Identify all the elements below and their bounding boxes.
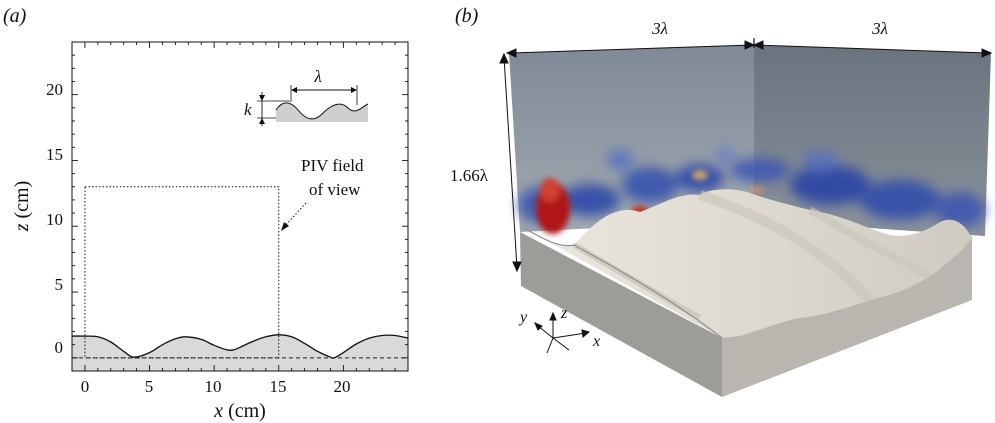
inset-profile [275,102,369,120]
ytick-label: 5 [55,275,64,294]
panel-b-label: (b) [455,5,479,27]
block-left-face [520,232,722,397]
coordinate-triad [534,311,591,354]
triad-x-label: x [592,333,600,350]
height-label: 1.66λ [450,166,489,185]
roughness-profile [72,334,408,359]
inset-k-label: k [244,100,252,119]
piv-annotation-line2: of view [309,180,361,199]
xtick-label: 10 [205,377,222,396]
inset-lambda-label: λ [313,67,321,86]
panel-b: (b) [450,5,993,397]
arrowhead [512,261,522,273]
arrowhead [752,40,764,50]
xtick-label: 5 [145,377,154,396]
height-arrow [503,56,518,269]
triad-z-label: z [560,305,568,322]
y-axis-label: z (cm) [11,181,33,233]
xtick-label: 15 [270,377,287,396]
inset-schematic: k λ [244,67,369,126]
ytick-label: 10 [46,210,63,229]
panel-a: (a) 0 5 10 15 20 0 5 10 15 20 x (cm) z (… [3,5,409,422]
x-axis-label: x (cm) [213,400,266,422]
width-label-left: 3λ [651,19,668,38]
triad-y-label: y [518,309,528,326]
ridge-line-3 [807,206,932,280]
triad-minus-axis [546,337,554,354]
arrowhead [499,52,509,64]
ytick-label: 0 [55,338,64,357]
arrowhead [549,311,557,321]
inset-ground [276,102,368,122]
piv-annotation-arrow [282,202,307,229]
panel-a-label: (a) [3,5,27,27]
triad-minus-axis [552,337,570,351]
inset-k-arrowheads [259,95,265,124]
xtick-label: 20 [334,377,351,396]
piv-field-of-view-box [84,186,280,359]
axis-ticks [71,41,409,372]
arrowhead [505,48,517,58]
arrowhead [581,329,591,338]
piv-annotation-line1: PIV field [301,156,364,175]
triad-x-axis [552,332,587,339]
width-arrow-right [755,44,989,54]
arrowhead [534,322,543,331]
width-arrow-left [510,44,753,54]
plot-frame [71,41,409,372]
width-label-right: 3λ [871,19,888,38]
ridge-line-2 [698,190,874,304]
ground-fill [72,334,408,371]
block-edge-left [523,227,723,339]
dimension-arrows [499,38,993,273]
piv-arrowhead [281,222,289,231]
arrowhead [744,40,756,50]
ytick-label: 15 [46,145,63,164]
arrowhead [981,48,993,58]
xtick-label: 0 [81,377,90,396]
wavy-surface [524,189,972,338]
ytick-label: 20 [46,80,63,99]
